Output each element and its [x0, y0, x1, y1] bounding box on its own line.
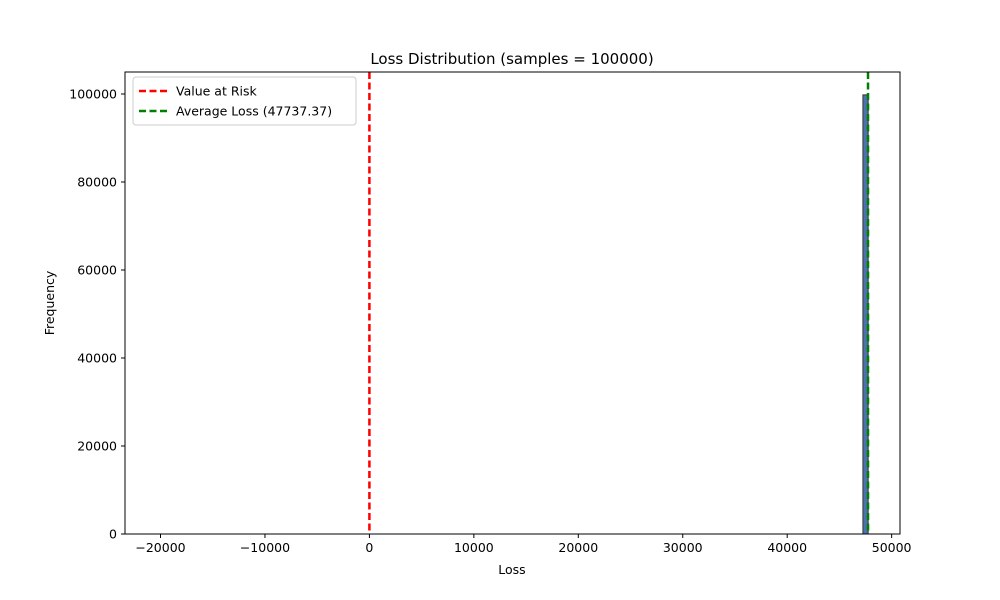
chart-title: Loss Distribution (samples = 100000) [370, 50, 653, 68]
y-axis-label: Frequency [42, 270, 57, 335]
y-tick-label: 0 [109, 527, 117, 542]
y-tick-label: 40000 [77, 351, 117, 366]
x-tick-label: −20000 [135, 540, 185, 555]
legend-label-average-loss: Average Loss (47737.37) [176, 104, 332, 119]
y-tick-label: 20000 [77, 439, 117, 454]
legend: Value at Risk Average Loss (47737.37) [132, 76, 357, 126]
x-axis-label: Loss [498, 562, 525, 577]
x-axis-ticks: −20000 −10000 0 10000 20000 30000 40000 50000 [135, 534, 912, 555]
legend-label-value-at-risk: Value at Risk [176, 84, 258, 99]
x-tick-label: 0 [365, 540, 373, 555]
x-tick-label: −10000 [240, 540, 290, 555]
y-tick-label: 60000 [77, 263, 117, 278]
x-tick-label: 50000 [872, 540, 912, 555]
x-tick-label: 30000 [663, 540, 703, 555]
plot-area-frame [124, 71, 901, 535]
y-tick-label: 80000 [77, 175, 117, 190]
x-tick-label: 10000 [454, 540, 494, 555]
reference-lines [368, 72, 870, 534]
x-tick-label: 40000 [767, 540, 807, 555]
y-axis-ticks: 0 20000 40000 60000 80000 100000 [69, 87, 125, 542]
legend-box [132, 76, 357, 126]
y-tick-label: 100000 [69, 87, 117, 102]
x-tick-label: 20000 [558, 540, 598, 555]
